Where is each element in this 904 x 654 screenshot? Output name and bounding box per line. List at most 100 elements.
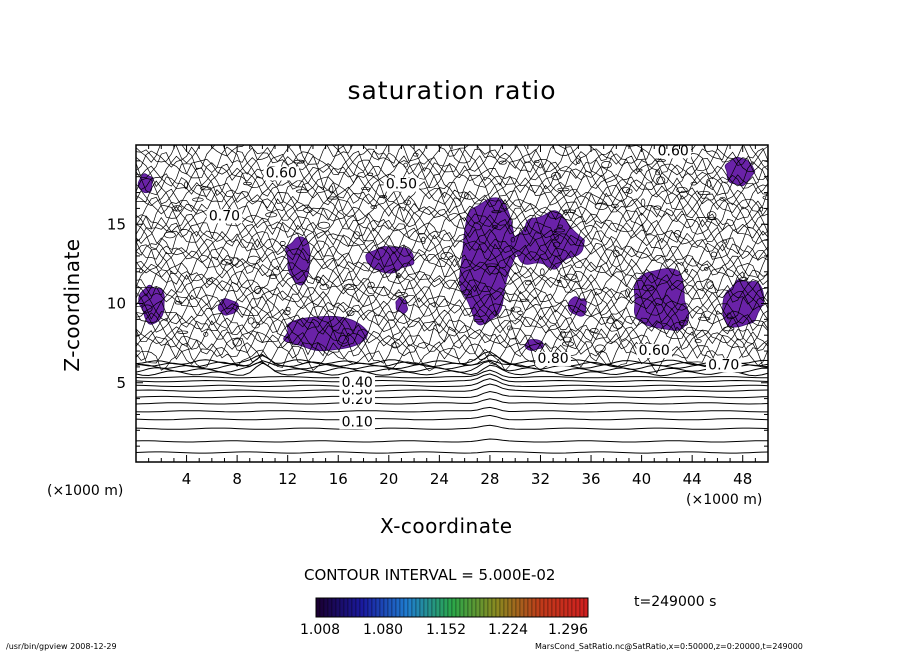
- contour-cell: [232, 338, 242, 347]
- colorbar-cell: [395, 597, 401, 618]
- contour-line: [136, 270, 768, 303]
- colorbar-cell: [443, 597, 449, 618]
- contour-cell: [674, 230, 682, 238]
- colorbar-cell: [399, 597, 405, 618]
- colorbar-cell: [339, 597, 345, 618]
- colorbar-cell: [567, 597, 573, 618]
- x-axis-label: X-coordinate: [380, 514, 513, 538]
- contour-label: 0.80: [538, 351, 569, 367]
- contour-cell: [635, 168, 643, 172]
- colorbar-cell: [415, 597, 421, 618]
- contour-line: [136, 174, 768, 206]
- colorbar-cell: [375, 597, 381, 618]
- contour-line: [136, 406, 768, 413]
- contour-cell: [601, 160, 612, 169]
- contour-cell: [563, 273, 577, 281]
- contour-line: [136, 145, 768, 175]
- contour-cell: [698, 316, 711, 321]
- contour-line: [136, 451, 768, 454]
- contour-cell: [462, 289, 473, 296]
- contour-line: [136, 302, 768, 334]
- colorbar-cell: [451, 597, 457, 618]
- contour-cell: [557, 224, 564, 229]
- colorbar-cell: [499, 597, 505, 618]
- colorbar-cell: [571, 597, 577, 618]
- contour-cell: [519, 298, 530, 302]
- contour-cell: [694, 339, 702, 344]
- colorbar-cell: [367, 597, 373, 618]
- contour-label-bg: [206, 209, 243, 224]
- contour-cell: [360, 187, 371, 191]
- contour-label: 0.50: [386, 177, 417, 193]
- footer-left: /usr/bin/gpview 2008-12-29: [6, 642, 117, 651]
- contour-cell: [319, 283, 330, 291]
- colorbar-cell: [503, 597, 509, 618]
- colorbar-cell: [359, 597, 365, 618]
- x-tick-label: 24: [430, 470, 449, 488]
- contour-cell: [174, 301, 183, 305]
- colorbar-cell: [387, 597, 393, 618]
- x-tick-label: 36: [581, 470, 600, 488]
- contour-cell: [500, 203, 508, 210]
- colorbar-cell: [483, 597, 489, 618]
- contour-line: [136, 373, 768, 383]
- colorbar-cell: [383, 597, 389, 618]
- contour-label-bg: [263, 166, 300, 181]
- contour-line: [136, 390, 768, 399]
- contour-label: 0.70: [209, 208, 240, 224]
- contour-line: [136, 294, 768, 328]
- supersaturated-region: [510, 210, 585, 270]
- colorbar-cell: [431, 597, 437, 618]
- contour-cell: [353, 231, 361, 239]
- colorbar-label: 1.008: [300, 622, 341, 638]
- contour-cell: [464, 192, 469, 200]
- contour-line: [136, 398, 768, 405]
- colorbar-cell: [487, 597, 493, 618]
- contour-cell: [403, 162, 408, 168]
- contour-line: [136, 290, 768, 322]
- contour-cell: [690, 181, 697, 186]
- contour-cell: [508, 217, 513, 227]
- contour-cell: [327, 196, 339, 200]
- contour-line: [136, 315, 768, 350]
- colorbar-cell: [551, 597, 557, 618]
- colorbar-label: 1.152: [426, 622, 467, 638]
- contour-line: [136, 284, 768, 320]
- contour-cell: [707, 216, 717, 221]
- contour-line: [136, 265, 768, 297]
- contour-line: [136, 424, 768, 430]
- contour-label-bg: [636, 344, 673, 359]
- contour-cell: [473, 318, 484, 323]
- contour-cell: [269, 274, 278, 279]
- contour-line: [136, 145, 768, 166]
- contour-cell: [697, 191, 711, 195]
- contour-cell: [138, 268, 143, 274]
- contour-line: [136, 383, 768, 392]
- contour-cell: [721, 239, 728, 244]
- contour-cell: [640, 198, 646, 207]
- contour-cell: [655, 169, 661, 176]
- contour-cell: [317, 221, 331, 229]
- colorbar-cell: [447, 597, 453, 618]
- x-unit-label-right: (×1000 m): [686, 492, 763, 508]
- y-tick-label: 5: [116, 374, 126, 392]
- contour-cell: [293, 159, 305, 164]
- x-unit-label-left: (×1000 m): [47, 483, 124, 499]
- contour-line: [136, 180, 768, 212]
- colorbar-cell: [495, 597, 501, 618]
- contour-cell: [395, 291, 408, 298]
- contour-cell: [510, 307, 515, 312]
- contour-cell: [303, 207, 313, 213]
- contour-cell: [575, 155, 581, 165]
- colorbar-cell: [531, 597, 537, 618]
- contour-cell: [491, 210, 502, 214]
- colorbar-cell: [351, 597, 357, 618]
- contour-cell: [367, 281, 375, 289]
- contour-line: [136, 170, 768, 202]
- colorbar-cell: [491, 597, 497, 618]
- contour-line: [136, 155, 768, 188]
- contour-cell: [286, 306, 291, 312]
- colorbar-cell: [439, 597, 445, 618]
- colorbar-cell: [519, 597, 525, 618]
